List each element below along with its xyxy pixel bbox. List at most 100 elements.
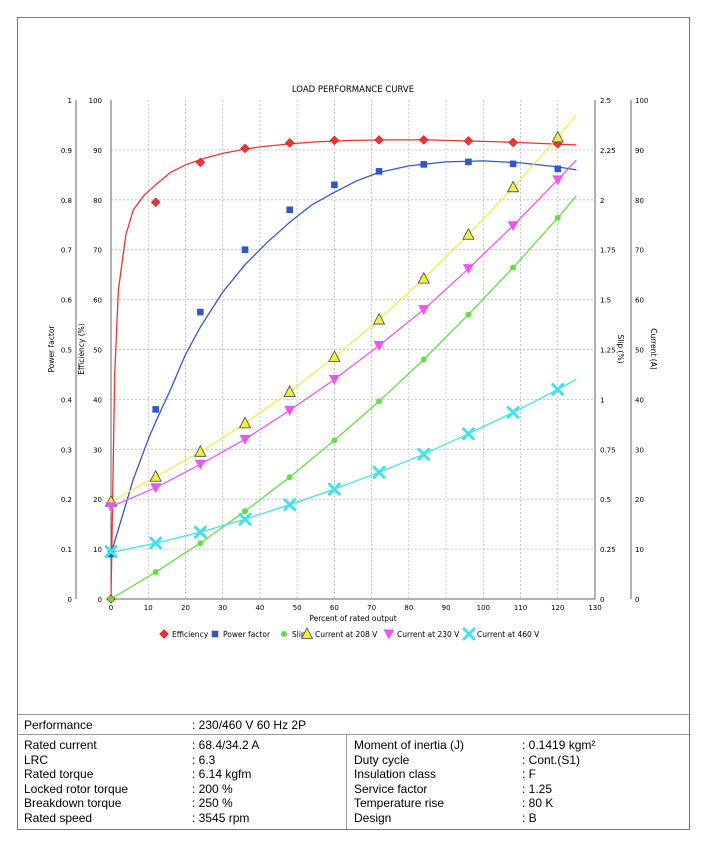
spec-label: Design <box>354 810 392 825</box>
y-tick-label-current: 60 <box>635 297 644 305</box>
spec-label: Moment of inertia (J) <box>354 738 465 752</box>
y-tick-label-current: 10 <box>635 546 644 554</box>
y-tick-label-slip: 0.75 <box>600 446 616 454</box>
y-tick-label-slip: 0.25 <box>600 546 616 554</box>
legend-label-power-factor: Power factor <box>223 630 271 639</box>
x-tick-label: 100 <box>477 604 490 612</box>
y-axis-label-efficiency: Efficiency (%) <box>77 323 86 375</box>
y-tick-label-current: 50 <box>635 347 644 355</box>
point-efficiency <box>508 137 518 148</box>
legend-label-current-at-208-v: Current at 208 V <box>315 630 378 639</box>
x-axis-label: Percent of rated output <box>309 614 396 623</box>
spec-table: Performance : 230/460 V 60 Hz 2P Rated c… <box>17 714 690 830</box>
series-line-current-at-230-v <box>110 159 577 508</box>
point-current-at-208-v <box>328 350 341 362</box>
point-current-at-460-v <box>283 498 297 512</box>
spec-value: : 80 K <box>522 796 554 810</box>
spec-label: Rated speed <box>24 810 93 825</box>
y-tick-label-efficiency: 30 <box>93 446 102 454</box>
point-power-factor <box>152 406 159 413</box>
y-tick-label-slip: 1.5 <box>600 297 611 305</box>
point-current-at-460-v <box>238 512 252 526</box>
point-current-at-230-v <box>462 264 474 275</box>
spec-label: Temperature rise <box>354 796 445 810</box>
point-current-at-230-v <box>194 459 206 470</box>
point-efficiency <box>195 157 206 168</box>
point-current-at-230-v <box>239 434 251 445</box>
y-tick-label-efficiency: 0 <box>98 596 102 604</box>
y-tick-label-power-factor: 0.6 <box>61 297 73 305</box>
point-current-at-460-v <box>372 465 386 479</box>
point-slip <box>152 569 159 576</box>
chart-frame: LOAD PERFORMANCE CURVE 0 10 20 30 40 50 60 70 80 9… <box>17 17 690 830</box>
spec-label: Rated current <box>24 738 97 752</box>
legend-marker-power-factor <box>211 630 219 638</box>
y-tick-label-slip: 2.25 <box>600 147 616 155</box>
y-tick-label-current: 90 <box>635 147 644 155</box>
x-tick-label: 0 <box>109 604 113 612</box>
legend-label-slip: Slip <box>292 630 306 639</box>
point-current-at-460-v <box>461 427 475 441</box>
y-tick-label-slip: 1.75 <box>600 247 616 255</box>
point-efficiency <box>284 138 295 148</box>
spec-value: : 6.14 kgfm <box>192 767 252 781</box>
spec-value: : 1.25 <box>522 781 553 796</box>
spec-label: Insulation class <box>354 767 437 781</box>
point-current-at-230-v <box>328 374 340 385</box>
spec-value: : 68.4/34.2 A <box>192 738 260 752</box>
y-tick-label-power-factor: 0 <box>68 596 72 604</box>
x-tick-label: 120 <box>551 604 564 612</box>
y-tick-label-power-factor: 0.4 <box>61 396 73 404</box>
x-tick-label: 130 <box>588 604 601 612</box>
y-tick-label-power-factor: 0.7 <box>61 247 72 255</box>
series-line-slip <box>110 195 577 600</box>
point-current-at-230-v <box>373 341 385 352</box>
x-tick-label: 110 <box>514 604 527 612</box>
legend-label-efficiency: Efficiency <box>172 630 209 639</box>
point-current-at-208-v <box>149 469 162 482</box>
y-tick-label-current: 20 <box>635 496 644 504</box>
spec-label-performance: Performance <box>24 718 93 732</box>
point-efficiency <box>150 197 161 208</box>
point-power-factor <box>465 158 472 166</box>
table-divider <box>18 734 689 735</box>
y-axis-label-slip: Slip (%) <box>616 334 625 363</box>
point-current-at-208-v <box>462 227 475 240</box>
spec-value: : Cont.(S1) <box>522 752 581 767</box>
legend-marker-current-at-208-v <box>300 627 314 639</box>
y-axis-label-current: Current (A) <box>649 328 658 370</box>
point-current-at-460-v <box>327 482 341 496</box>
x-tick-label: 80 <box>404 604 413 612</box>
x-tick-label: 20 <box>181 604 190 612</box>
series-line-efficiency <box>110 139 577 600</box>
spec-label: Locked rotor torque <box>24 781 129 796</box>
legend-marker-current-at-230-v <box>383 629 395 640</box>
point-current-at-230-v <box>284 405 296 416</box>
legend-marker-current-at-460-v <box>462 627 476 641</box>
point-current-at-460-v <box>417 447 431 461</box>
legend-label-current-at-230-v: Current at 230 V <box>397 630 460 639</box>
y-tick-label-slip: 2.5 <box>600 97 611 105</box>
y-tick-label-slip: 1 <box>600 396 604 404</box>
y-tick-label-power-factor: 1 <box>68 97 72 105</box>
point-current-at-208-v <box>506 180 520 193</box>
point-power-factor <box>107 550 115 558</box>
point-current-at-208-v <box>283 385 296 397</box>
point-power-factor <box>509 160 517 168</box>
legend-label-current-at-460-v: Current at 460 V <box>477 630 540 639</box>
spec-label: Service factor <box>354 781 428 796</box>
series-line-current-at-460-v <box>110 378 577 554</box>
point-current-at-230-v <box>150 483 162 494</box>
point-slip <box>286 474 293 481</box>
y-tick-label-efficiency: 60 <box>93 297 102 305</box>
y-tick-label-power-factor: 0.8 <box>61 197 72 205</box>
point-current-at-230-v <box>507 221 519 232</box>
spec-value: : B <box>522 810 537 825</box>
chart-title: LOAD PERFORMANCE CURVE <box>292 85 414 95</box>
y-tick-label-power-factor: 0.1 <box>61 546 72 554</box>
point-power-factor <box>420 161 428 168</box>
y-tick-label-slip: 0.5 <box>600 496 611 504</box>
column-divider <box>346 735 347 829</box>
y-tick-label-current: 80 <box>635 197 644 205</box>
